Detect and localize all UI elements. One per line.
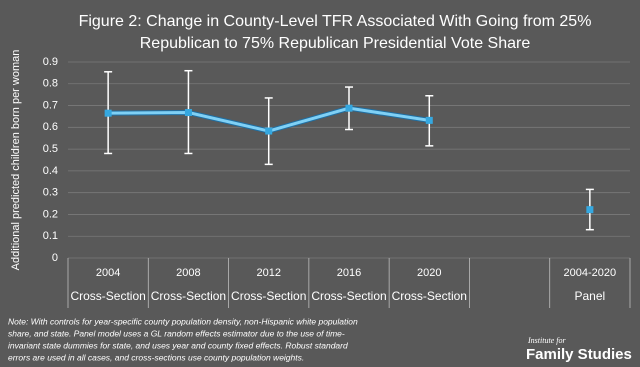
y-tick-label: 0.8: [43, 78, 58, 90]
marker: [586, 206, 594, 214]
note: errors are used in all cases, and cross-…: [8, 352, 304, 362]
marker: [104, 109, 112, 117]
group-label: Panel: [575, 289, 606, 303]
y-tick-label: 0.4: [43, 165, 58, 177]
note: invariant state dummies for state, and u…: [8, 340, 348, 350]
y-tick-label: 0.1: [43, 230, 58, 242]
x-tick-label: 2012: [256, 267, 280, 279]
y-tick-label: 0.9: [43, 56, 58, 68]
y-tick-label: 0.3: [43, 187, 58, 199]
y-tick-label: 0.2: [43, 208, 58, 220]
x-tick-label: 2004: [96, 267, 120, 279]
group-label: Cross-Section: [151, 289, 226, 303]
y-tick-label: 0: [52, 252, 58, 264]
y-axis-label: Additional predicted children born per w…: [10, 50, 22, 271]
x-tick-label: 2004-2020: [564, 267, 617, 279]
x-tick-label: 2016: [337, 267, 361, 279]
group-label: Cross-Section: [231, 289, 306, 303]
note: share, and state. Panel model uses a GL …: [8, 328, 345, 338]
source-logo: Family Studies: [526, 346, 632, 363]
x-tick-label: 2008: [176, 267, 200, 279]
group-label: Cross-Section: [392, 289, 467, 303]
note: Note: With controls for year-specific co…: [8, 316, 358, 326]
y-tick-label: 0.7: [43, 99, 58, 111]
marker: [265, 127, 273, 135]
marker: [345, 104, 353, 112]
y-tick-label: 0.5: [43, 143, 58, 155]
chart-title: Figure 2: Change in County-Level TFR Ass…: [79, 13, 592, 30]
marker: [184, 109, 192, 117]
x-tick-label: 2020: [417, 267, 441, 279]
marker: [425, 116, 433, 124]
group-label: Cross-Section: [70, 289, 145, 303]
source-small: Institute for: [527, 336, 566, 345]
chart-title: Republican to 75% Republican Presidentia…: [140, 35, 531, 52]
group-label: Cross-Section: [311, 289, 386, 303]
y-tick-label: 0.6: [43, 121, 58, 133]
